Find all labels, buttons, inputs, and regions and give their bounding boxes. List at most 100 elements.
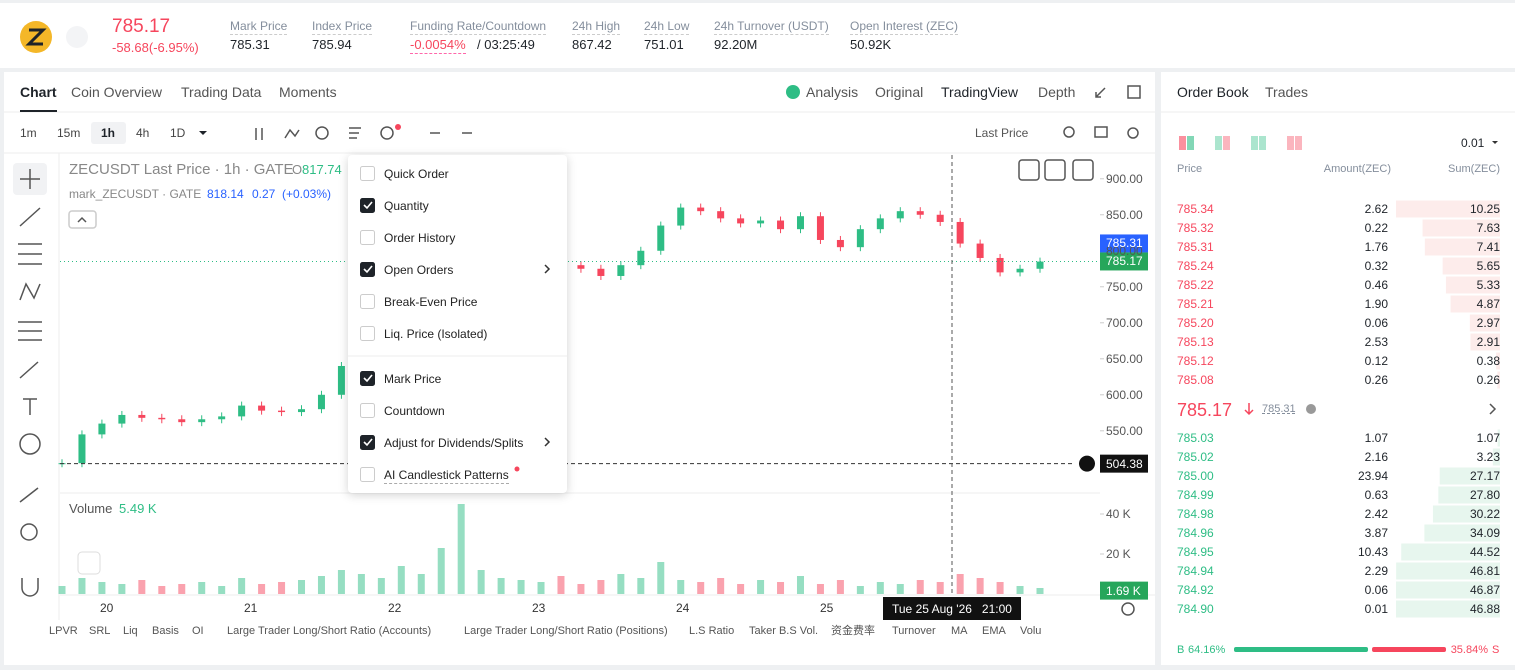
volume-bar [417, 574, 425, 594]
stat-value: 785.31 [230, 37, 270, 52]
candle [637, 250, 645, 266]
check [363, 374, 373, 383]
y-tick-label: 850.00 [1106, 207, 1143, 222]
menu-item[interactable]: Adjust for Dividends/Splits [384, 436, 524, 450]
indicator[interactable]: Turnover [892, 625, 936, 637]
ob-price: 785.02 [1177, 450, 1214, 464]
chart-tab[interactable]: Moments [279, 84, 337, 100]
ob-sum: 34.09 [1469, 526, 1500, 540]
menu-item[interactable]: AI Candlestick Patterns [384, 468, 509, 484]
timeframe[interactable]: 1m [20, 126, 37, 140]
info-icon [1306, 404, 1316, 414]
ob-tab[interactable]: Trades [1265, 84, 1309, 100]
ob-price: 785.13 [1177, 335, 1214, 349]
timeframe[interactable]: 1h [101, 126, 116, 140]
candle [677, 207, 685, 226]
volume-bar [876, 582, 884, 594]
volume-label: Volume [69, 501, 113, 516]
view-tab[interactable]: Original [875, 84, 924, 100]
ob-price: 784.90 [1177, 602, 1214, 616]
indicator[interactable]: Large Trader Long/Short Ratio (Positions… [464, 625, 668, 637]
depth-bar [1396, 200, 1500, 218]
volume-bar [976, 578, 984, 594]
volume-bar [198, 582, 206, 594]
ob-sum: 5.33 [1476, 278, 1500, 292]
candle [796, 216, 804, 230]
menu-item[interactable]: Countdown [384, 404, 445, 418]
indicator[interactable]: Taker B.S Vol. [749, 625, 819, 637]
indicator[interactable]: 资金费率 [831, 625, 875, 637]
star[interactable] [66, 26, 88, 48]
indicator[interactable]: Liq [123, 625, 138, 637]
checkbox-checked [360, 262, 375, 277]
ob-sum: 46.88 [1469, 602, 1500, 616]
ob-price: 785.34 [1177, 202, 1214, 216]
dropdown-arrow [1492, 141, 1498, 144]
menu-item[interactable]: Liq. Price (Isolated) [384, 327, 488, 341]
volume-bar [337, 570, 345, 594]
indicator[interactable]: OI [192, 625, 204, 637]
check [363, 265, 373, 274]
ob-sum: 7.41 [1476, 240, 1500, 254]
volume-badge [1100, 581, 1148, 600]
x-tick-label: 22 [388, 601, 402, 615]
indicator[interactable]: SRL [89, 625, 111, 637]
ob-header: Sum(ZEC) [1448, 163, 1500, 175]
checkbox [360, 467, 375, 482]
volume-bar [916, 580, 924, 594]
y-tick-label: 750.00 [1106, 279, 1143, 294]
depth-bar [1470, 333, 1500, 351]
ob-sum: 44.52 [1469, 545, 1500, 559]
indicator[interactable]: Basis [152, 625, 179, 637]
checkbox-checked [360, 198, 375, 213]
legend-mark: mark_ZECUSDT · GATE [69, 187, 202, 201]
chart-tab[interactable]: Coin Overview [71, 84, 163, 100]
view-tab[interactable]: Analysis [806, 84, 859, 100]
price-type[interactable]: Last Price [975, 126, 1029, 140]
indicator[interactable]: EMA [982, 625, 1006, 637]
candle [158, 417, 166, 420]
stat-extra: / 03:25:49 [477, 37, 535, 52]
candle [856, 229, 864, 248]
candle [198, 419, 206, 423]
ratio-buy: 64.16% [1188, 644, 1226, 656]
candle [317, 394, 325, 410]
menu-item[interactable]: Mark Price [384, 372, 442, 386]
chart-tab[interactable]: Chart [20, 84, 57, 112]
ob-tab[interactable]: Order Book [1177, 84, 1249, 100]
y-tick-label: 700.00 [1106, 315, 1143, 330]
chart-tab[interactable]: Trading Data [181, 84, 262, 100]
menu-item[interactable]: Quick Order [384, 167, 449, 181]
checkbox [360, 166, 375, 181]
view-tab[interactable]: Depth [1038, 84, 1076, 100]
menu-item[interactable]: Order History [384, 231, 456, 245]
volume-bar [457, 504, 465, 594]
stat-label: 24h Turnover (USDT) [714, 19, 829, 35]
submenu-arrow [544, 437, 551, 447]
ob-sum: 1.07 [1476, 431, 1500, 445]
depth-bar [1439, 467, 1500, 485]
timeframe[interactable]: 1D [170, 126, 186, 140]
indicator[interactable]: Large Trader Long/Short Ratio (Accounts) [227, 625, 432, 637]
menu-item[interactable]: Break-Even Price [384, 295, 478, 309]
candle [617, 265, 625, 276]
ob-precision: 0.01 [1461, 136, 1485, 150]
ob-sum: 7.63 [1476, 221, 1500, 235]
timeframe[interactable]: 15m [57, 126, 81, 140]
indicator[interactable]: MA [951, 625, 968, 637]
indicator[interactable]: Volu [1020, 625, 1042, 637]
volume-bar [397, 566, 405, 594]
indicator[interactable]: LPVR [49, 625, 78, 637]
menu-item[interactable]: Quantity [384, 199, 429, 213]
ob-mid: 785.17 [1177, 400, 1233, 420]
timeframe[interactable]: 4h [136, 126, 150, 140]
ob-price: 784.96 [1177, 526, 1214, 540]
menu-item[interactable]: Open Orders [384, 263, 454, 277]
stat-label: 24h High [572, 19, 621, 35]
view-tab[interactable]: TradingView [941, 84, 1019, 100]
chart-panel [4, 72, 1155, 665]
indicator[interactable]: L.S Ratio [689, 625, 735, 637]
volume-badge-label: 1.69 K [1106, 583, 1141, 598]
volume-bar [677, 580, 685, 594]
depth-bar [1396, 581, 1500, 599]
